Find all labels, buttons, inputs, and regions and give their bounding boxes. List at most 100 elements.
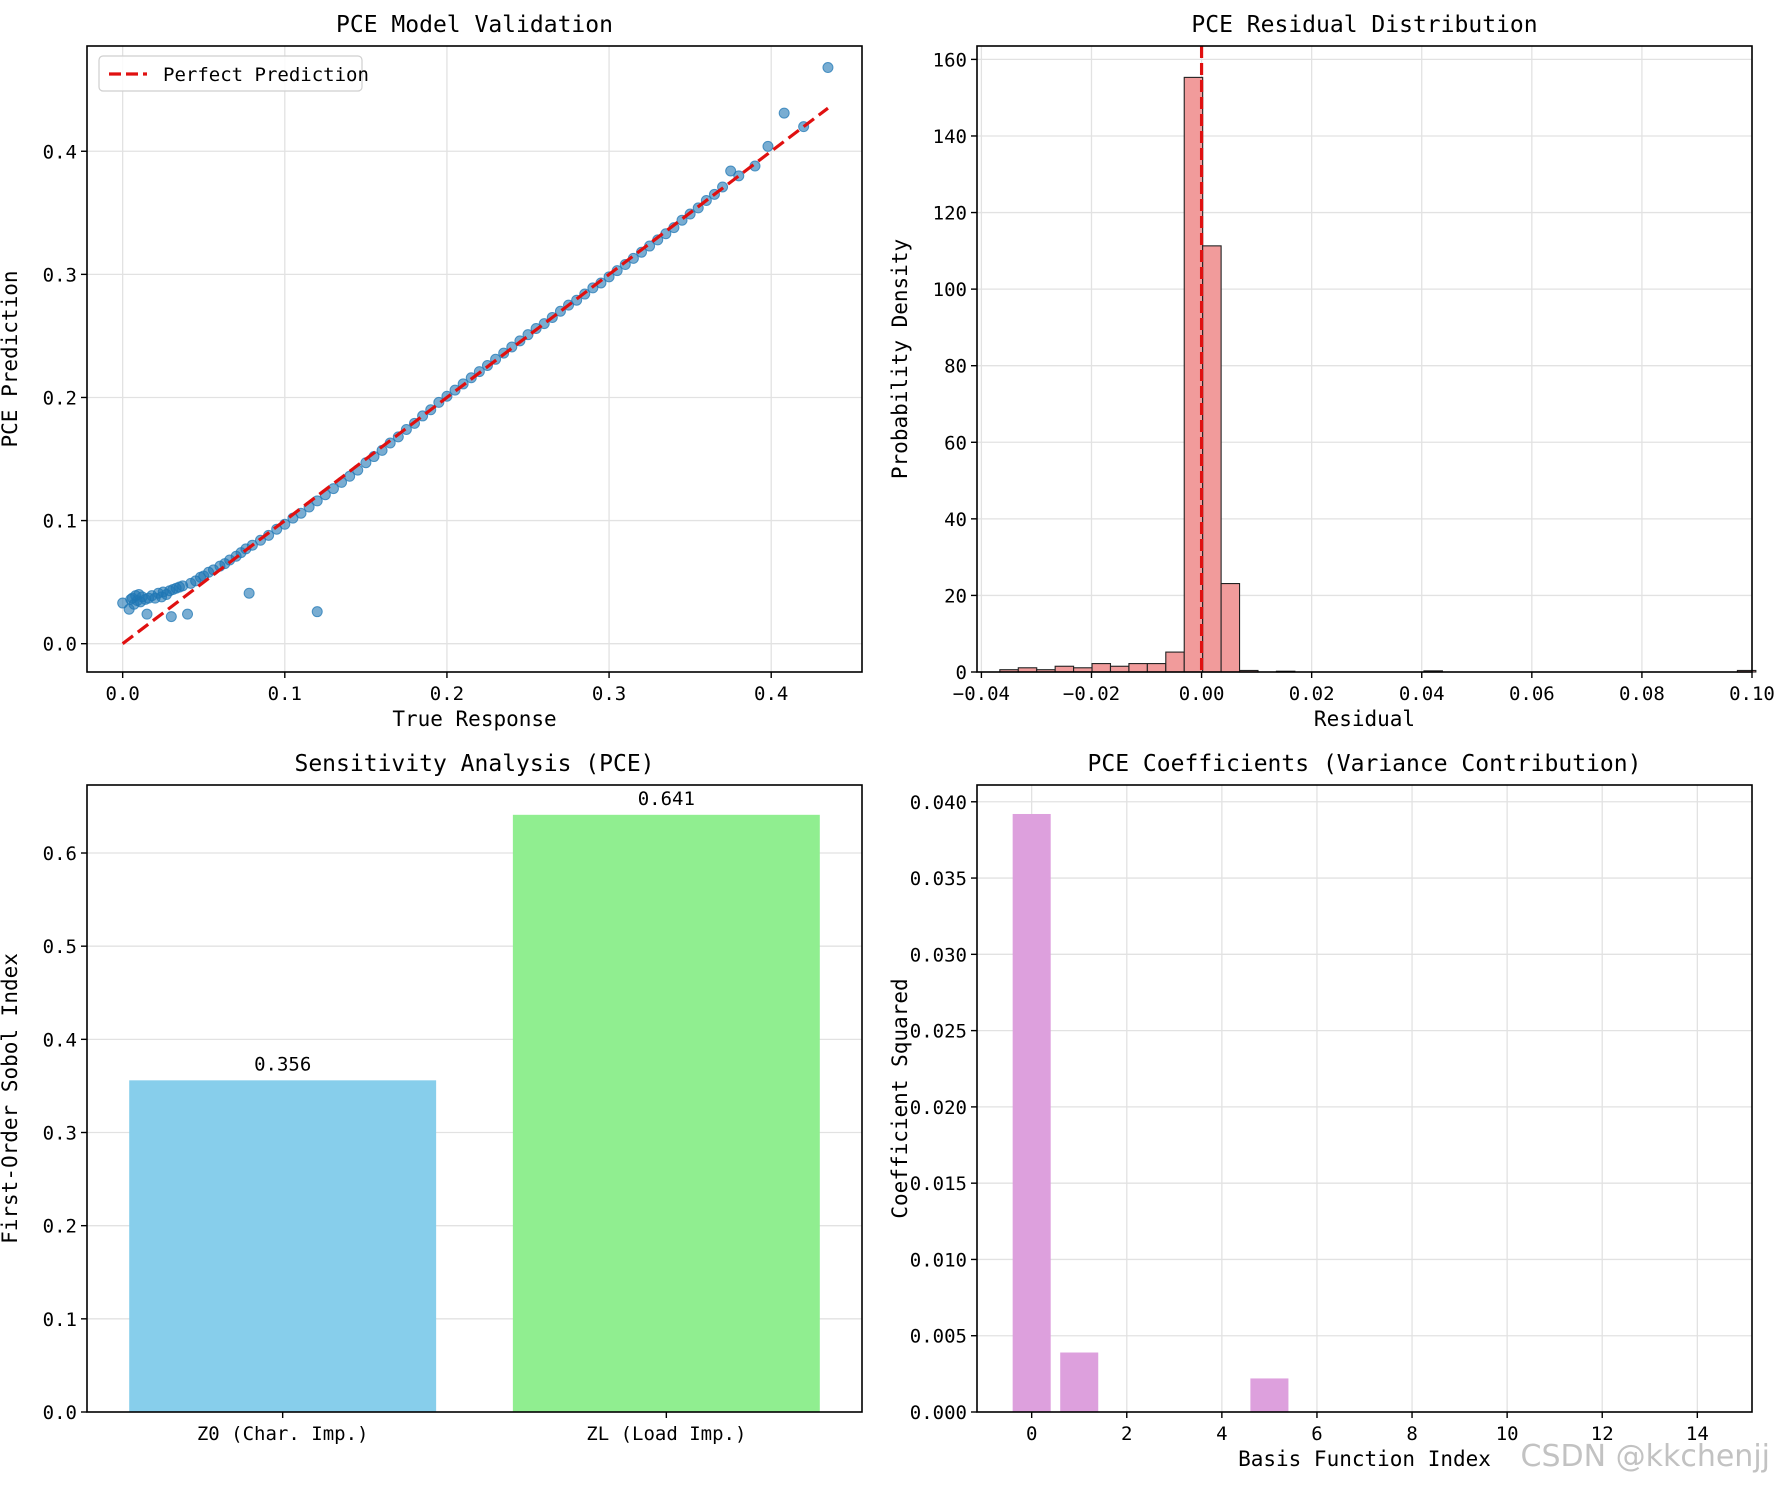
- histogram-bar: [1183, 76, 1204, 673]
- x-tick-label: 0.0: [106, 683, 140, 705]
- x-tick-label: 0.00: [1179, 683, 1225, 705]
- x-axis-label: Residual: [1314, 707, 1415, 731]
- scatter-point: [243, 587, 255, 599]
- y-tick-label: 40: [944, 509, 967, 531]
- y-tick-label: 0.035: [910, 868, 967, 890]
- coefficient-bar: [1250, 1378, 1289, 1412]
- y-tick-label: 0.020: [910, 1097, 967, 1119]
- scatter-point: [762, 140, 774, 152]
- histogram-bar: [1165, 651, 1185, 673]
- y-tick-label: 20: [944, 585, 967, 607]
- chart-title: Sensitivity Analysis (PCE): [294, 751, 654, 777]
- axes-frame: [976, 45, 1753, 673]
- x-tick-label: 0.3: [592, 683, 626, 705]
- y-tick-label: 0.5: [43, 936, 77, 958]
- x-axis-label: True Response: [392, 707, 556, 731]
- axes-frame: [976, 784, 1753, 1413]
- y-tick-label: 0.0: [43, 634, 77, 656]
- y-tick-label: 100: [933, 279, 967, 301]
- y-tick-label: 80: [944, 356, 967, 378]
- y-tick-label: 0.3: [43, 1123, 77, 1145]
- histogram-bar: [1202, 245, 1222, 673]
- perfect-prediction-line: [121, 106, 829, 645]
- axes-frame: [86, 45, 863, 673]
- scatter-point: [165, 611, 177, 623]
- histogram-bar: [1128, 663, 1148, 673]
- watermark: CSDN @kkchenjj: [1520, 1439, 1770, 1474]
- scatter-point: [311, 606, 323, 618]
- y-tick-label: 120: [933, 203, 967, 225]
- residual-panel: 0 20 40 60 80 100 120 140 160 −0.04 −0.02 0.00 0.02 0…: [888, 12, 1775, 731]
- y-tick-label: 0.4: [43, 1029, 77, 1051]
- y-tick-label: 0.000: [910, 1402, 967, 1424]
- x-tick-label: ZL (Load Imp.): [586, 1423, 746, 1445]
- x-tick-label: −0.02: [1063, 683, 1120, 705]
- y-tick-label: 0.4: [43, 141, 77, 163]
- scatter-point: [182, 608, 194, 620]
- legend-label: Perfect Prediction: [163, 64, 369, 86]
- x-tick-label: 0.1: [268, 683, 302, 705]
- bar-value-label: 0.356: [254, 1053, 311, 1075]
- y-tick-label: 160: [933, 49, 967, 71]
- x-tick-label: 0.2: [430, 683, 464, 705]
- y-tick-label: 0: [956, 662, 967, 684]
- scatter-point: [141, 608, 153, 620]
- y-tick-label: 140: [933, 126, 967, 148]
- x-tick-label: 4: [1216, 1423, 1227, 1445]
- x-tick-label: 0.4: [754, 683, 788, 705]
- x-axis-label: Basis Function Index: [1238, 1447, 1491, 1471]
- y-axis-label: PCE Prediction: [0, 270, 22, 447]
- legend-box: [98, 55, 363, 92]
- sobol-bar: [512, 814, 820, 1412]
- x-tick-label: 0.10: [1729, 683, 1775, 705]
- chart-title: PCE Model Validation: [336, 12, 613, 38]
- histogram-bar: [1109, 665, 1130, 673]
- y-tick-label: 0.2: [43, 1216, 77, 1238]
- y-axis-label: Probability Density: [888, 239, 912, 479]
- coefficient-bar: [1060, 1352, 1099, 1412]
- x-tick-label: 12: [1591, 1423, 1614, 1445]
- x-tick-label: Z0 (Char. Imp.): [197, 1423, 369, 1445]
- y-tick-label: 0.6: [43, 843, 77, 865]
- x-tick-label: −0.04: [953, 683, 1010, 705]
- coefficient-bar: [1012, 813, 1051, 1412]
- y-tick-label: 60: [944, 432, 967, 454]
- y-tick-label: 0.025: [910, 1021, 967, 1043]
- x-tick-label: 6: [1311, 1423, 1322, 1445]
- y-tick-label: 0.3: [43, 264, 77, 286]
- x-tick-label: 0.08: [1619, 683, 1665, 705]
- sensitivity-panel: 0.0 0.1 0.2 0.3 0.4 0.5 0.6 Sensitivity Analysi…: [0, 751, 863, 1445]
- axes-frame: [86, 784, 863, 1413]
- y-tick-label: 0.040: [910, 792, 967, 814]
- chart-title: PCE Residual Distribution: [1191, 12, 1537, 38]
- x-tick-label: 0.04: [1399, 683, 1445, 705]
- y-tick-label: 0.2: [43, 387, 77, 409]
- histogram-bar: [1054, 665, 1075, 673]
- scatter-point: [778, 107, 790, 119]
- histogram-bar: [1220, 583, 1241, 673]
- sobol-bar: [129, 1080, 437, 1412]
- x-tick-label: 14: [1686, 1423, 1709, 1445]
- y-axis-label: First-Order Sobol Index: [0, 953, 22, 1244]
- x-tick-label: 8: [1406, 1423, 1417, 1445]
- x-tick-label: 0.06: [1509, 683, 1555, 705]
- y-axis-label: Coefficient Squared: [888, 978, 912, 1218]
- y-tick-label: 0.030: [910, 944, 967, 966]
- bar-value-label: 0.641: [638, 788, 695, 810]
- scatter-point: [725, 165, 737, 177]
- coefficients-panel: 0.000 0.005 0.010 0.015 0.020 0.025 0.030 0.035…: [888, 751, 1753, 1471]
- y-tick-label: 0.010: [910, 1249, 967, 1271]
- scatter-point: [822, 62, 834, 74]
- x-tick-label: 10: [1496, 1423, 1519, 1445]
- y-tick-label: 0.005: [910, 1326, 967, 1348]
- validation-panel: 0.0 0.1 0.2 0.3 0.4 0.0 0.1 0.2 0.3 0.4 PCE Model …: [0, 12, 863, 731]
- x-tick-label: 0.02: [1289, 683, 1335, 705]
- histogram-bar: [1146, 663, 1167, 673]
- histogram-bar: [1091, 663, 1112, 673]
- chart-title: PCE Coefficients (Variance Contribution): [1088, 751, 1642, 777]
- x-tick-label: 0: [1026, 1423, 1037, 1445]
- x-tick-label: 2: [1121, 1423, 1132, 1445]
- y-tick-label: 0.1: [43, 511, 77, 533]
- y-tick-label: 0.015: [910, 1173, 967, 1195]
